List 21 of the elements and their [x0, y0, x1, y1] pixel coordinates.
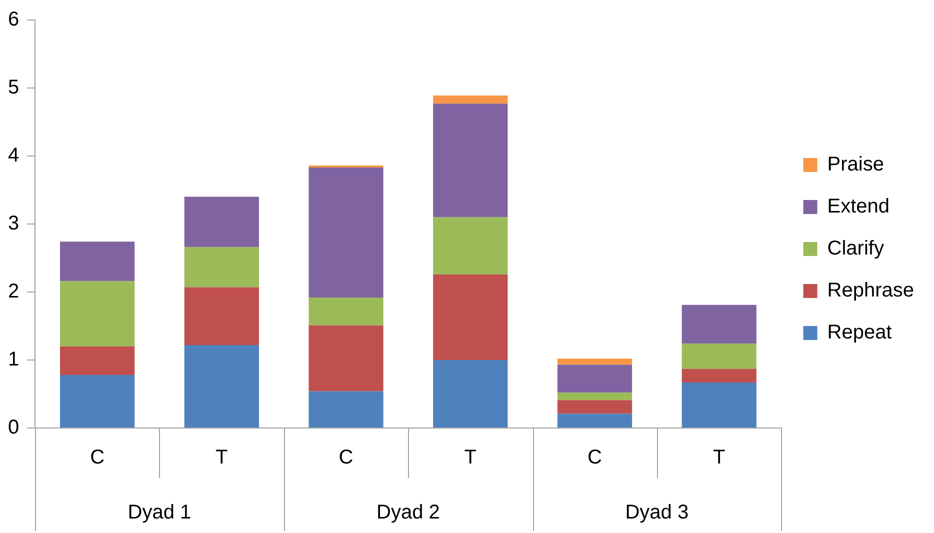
x-tick-label: C	[90, 446, 105, 469]
y-tick-label: 3	[8, 212, 20, 235]
text: Dyad 3	[625, 502, 689, 524]
y-tick-label: 5	[8, 76, 20, 99]
legend-label: Clarify	[827, 238, 884, 260]
legend-label: Rephrase	[827, 280, 914, 302]
y-tick-label: 2	[8, 280, 20, 303]
legend-label: Extend	[827, 196, 890, 218]
x-tick-label: C	[588, 446, 602, 469]
y-tick-label: 4	[8, 144, 20, 167]
x-tick-label: T	[712, 446, 726, 469]
legend-label: Praise	[827, 154, 884, 176]
legend-label: Repeat	[827, 322, 892, 344]
y-tick-label: 6	[8, 8, 20, 31]
x-tick-label: C	[338, 446, 354, 469]
y-tick-label: 1	[8, 348, 20, 371]
text: Dyad 1	[128, 502, 192, 524]
x-tick-label: T	[216, 446, 228, 469]
y-tick-label: 0	[8, 416, 20, 439]
x-tick-label: T	[464, 446, 476, 469]
text: Dyad 2	[376, 502, 440, 524]
